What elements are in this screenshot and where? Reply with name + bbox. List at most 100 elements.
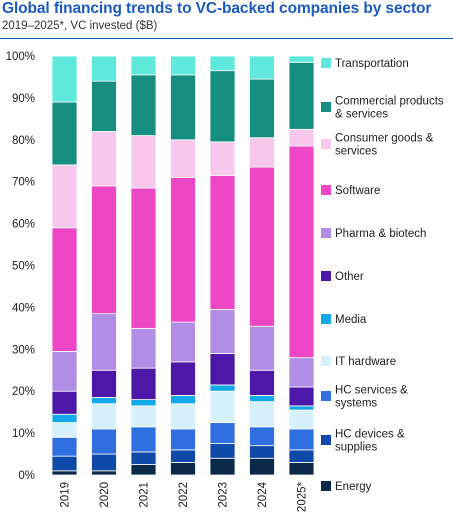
bar-segment-other [249,369,275,396]
bar-segment-hc-devices-supplies [170,449,196,463]
x-tick-label: 2019 [60,482,72,508]
bar-segment-hc-services-systems [288,428,315,451]
legend-swatch [321,58,331,68]
legend-item: Energy [321,481,372,493]
y-tick-label: 70% [12,177,35,189]
bar-segment-hc-devices-supplies [130,451,157,465]
legend-swatch [321,435,331,445]
x-tick-label: 2022 [178,482,190,508]
bar-segment-pharma-biotech [288,357,315,388]
bar-segment-hc-services-systems [91,428,117,455]
bar-segment-software [209,175,236,310]
y-tick-label: 80% [12,135,35,147]
bar-segment-it-hardware [249,401,275,428]
legend-label: Media [335,314,367,326]
y-tick-label: 100% [6,51,35,63]
bar-segment-software [288,145,315,359]
bar-segment-media [51,413,78,424]
bar-segment-pharma-biotech [51,350,78,392]
bar-segment-hc-devices-supplies [91,453,117,472]
x-tick-label: 2021 [139,482,151,508]
bar-segment-consumer-goods-services [51,164,78,229]
bar-stack-2025 [288,55,315,476]
y-tick-label: 0% [18,470,35,482]
bar-segment-hc-devices-supplies [51,455,78,472]
legend-swatch [321,228,331,238]
bar-segment-media [91,397,117,405]
bar-segment-energy [170,462,196,476]
bar-segment-transportation [170,55,196,76]
y-tick-label: 30% [12,344,35,356]
bar-segment-energy [91,470,117,476]
bar-segment-commercial-products-services [209,70,236,143]
bar-segment-other [170,361,196,396]
legend-label: HC devices & supplies [335,429,405,454]
bar-segment-energy [51,470,78,476]
legend-swatch [321,271,331,281]
bar-stack-2024 [249,55,275,476]
legend-label: IT hardware [335,356,396,368]
bar-segment-pharma-biotech [170,321,196,363]
bar-stack-2023 [209,55,236,476]
legend-swatch [321,102,331,112]
bar-segment-energy [130,464,157,476]
legend-swatch [321,139,331,149]
bar-segment-energy [249,457,275,476]
bar-segment-transportation [209,55,236,72]
legend-label: HC services & systems [335,385,408,410]
x-tick-label: 2025* [297,481,309,512]
bar-segment-consumer-goods-services [209,141,236,176]
bar-stacks [51,55,315,476]
bar-segment-it-hardware [170,403,196,430]
bar-segment-media [249,394,275,403]
bar-segment-pharma-biotech [249,325,275,371]
chart-subtitle: 2019–2025*, VC invested ($B) [2,20,158,32]
bar-segment-consumer-goods-services [170,139,196,178]
x-tick-label: 2020 [99,482,111,508]
x-axis: 2019 2020 2021 2022 2023 2024 2025* [60,481,309,512]
bar-segment-hc-services-systems [130,426,157,453]
legend-item: Software [321,185,380,197]
bar-segment-commercial-products-services [91,80,117,132]
bar-segment-hc-services-systems [249,426,275,447]
bar-segment-commercial-products-services [288,61,315,130]
bar-segment-software [130,187,157,329]
bar-segment-pharma-biotech [130,327,157,369]
bar-segment-consumer-goods-services [288,128,315,147]
x-tick-label: 2023 [218,482,230,508]
bar-segment-it-hardware [91,403,117,430]
legend-item: HC services & systems [321,385,408,410]
bar-segment-transportation [288,55,315,63]
bar-stack-2021 [130,55,157,476]
bar-segment-consumer-goods-services [249,137,275,168]
bar-segment-it-hardware [288,409,315,430]
title-divider [0,38,453,39]
legend-item: Transportation [321,58,409,70]
bar-segment-other [51,390,78,415]
bar-segment-software [170,177,196,323]
bar-stack-2019 [51,55,78,476]
bar-segment-commercial-products-services [130,74,157,137]
legend-label: Transportation [335,58,409,70]
legend-item: Consumer goods & services [321,133,434,158]
y-tick-label: 10% [12,428,35,440]
legend-item: IT hardware [321,356,396,368]
bar-segment-transportation [249,55,275,80]
bar-segment-other [91,369,117,398]
bar-segment-transportation [91,55,117,82]
bar-segment-hc-devices-supplies [209,443,236,459]
bar-segment-transportation [51,55,78,103]
x-tick-label: 2024 [257,481,269,507]
bar-segment-other [288,386,315,407]
bar-segment-energy [209,457,236,476]
bar-segment-other [209,353,236,386]
bar-segment-it-hardware [51,422,78,438]
bar-segment-hc-services-systems [51,436,78,457]
bar-segment-other [130,367,157,400]
bar-segment-hc-devices-supplies [249,445,275,459]
bar-segment-media [170,394,196,405]
bar-segment-software [51,227,78,352]
bar-segment-software [249,166,275,327]
legend-swatch [321,185,331,195]
